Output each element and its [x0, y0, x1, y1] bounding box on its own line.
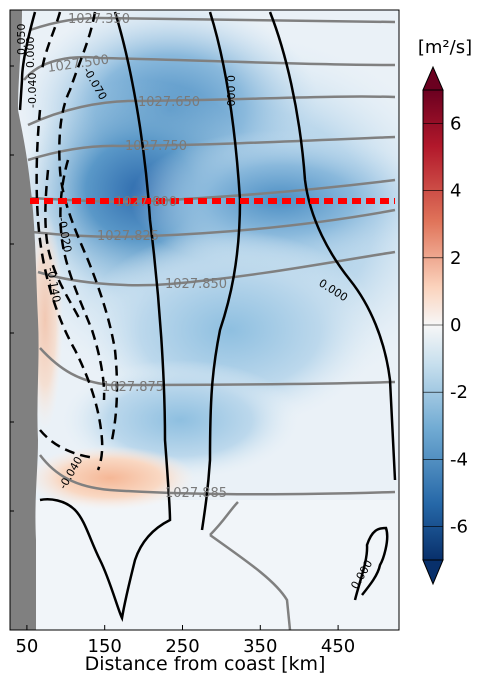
density-contour-labels: 1027.350 1027.500 1027.650 1027.750 1027…	[46, 12, 227, 501]
y-ticks	[10, 65, 14, 512]
field-blob-warm	[25, 446, 195, 510]
x-tick-label: 250	[165, 636, 199, 657]
contour-solid-bottom-right	[353, 526, 389, 601]
axes-frame	[9, 9, 400, 631]
density-contour-1027350	[29, 16, 396, 32]
contour-label: 0.000	[24, 37, 37, 69]
density-contour-1027875	[39, 347, 396, 387]
density-label: 1027.875	[102, 380, 164, 395]
density-contour-bottom	[209, 501, 292, 630]
contour-label: -0.040	[26, 73, 39, 108]
x-tick-label: 50	[15, 636, 38, 657]
colorbar-unit: [m²/s]	[418, 37, 472, 58]
colorbar-bottom-extend	[422, 559, 444, 586]
contour-solid-middle	[39, 11, 172, 623]
colorbar-tick-label: 6	[450, 114, 461, 135]
colorbar: [m²/s] 6 4 2 0 -2 -4 -6	[418, 37, 472, 586]
colorbar-tick-label: 2	[450, 248, 461, 269]
density-label: 1027.800	[115, 195, 177, 210]
contour-label: 0.000	[224, 75, 237, 107]
colorbar-tick-label: 4	[450, 181, 461, 202]
contour-dashed-3	[35, 109, 104, 471]
diffusivity-contours	[18, 11, 397, 623]
x-axis-label: Distance from coast [km]	[85, 653, 326, 675]
contour-solid-left	[18, 11, 37, 111]
colorbar-tick-label: -2	[450, 382, 468, 403]
density-label: 1027.825	[97, 229, 159, 244]
density-contour-1027885	[39, 454, 396, 496]
density-contour-1027850	[37, 250, 396, 287]
contour-solid-right	[268, 11, 397, 481]
x-tick-label: 450	[321, 636, 355, 657]
density-label: 1027.885	[165, 486, 227, 501]
density-label: 1027.750	[125, 139, 187, 154]
contour-label: -0.140	[44, 266, 63, 303]
density-contour-1027650	[27, 95, 396, 127]
density-contours	[23, 16, 396, 630]
contour-dashed-6	[39, 429, 96, 460]
contour-dashed-5	[44, 169, 82, 321]
density-label: 1027.850	[165, 277, 227, 292]
plot-area	[10, 10, 399, 630]
colorbar-tick-label: 0	[450, 315, 461, 336]
contour-solid-upper-middle	[200, 11, 242, 531]
contour-dashed-2	[58, 11, 119, 441]
colorbar-tick-label: -6	[450, 516, 468, 537]
colorbar-top-extend	[422, 65, 444, 91]
field-bottom-light	[10, 500, 399, 630]
x-axis: 50 150 250 350 450	[15, 625, 355, 657]
contour-dashed-1	[40, 11, 62, 71]
x-tick-label: 350	[243, 636, 277, 657]
x-tick-label: 150	[88, 636, 122, 657]
land-mask	[10, 10, 39, 630]
colorbar-ticks: 6 4 2 0 -2 -4 -6	[423, 114, 468, 537]
density-contour-1027750	[27, 135, 396, 162]
contour-dashed-4	[59, 159, 106, 401]
contour-label: -0.020	[55, 216, 74, 253]
density-contour-1027825	[31, 208, 396, 239]
contour-label: 0.050	[15, 24, 28, 56]
density-label: 1027.350	[68, 12, 130, 27]
density-label: 1027.650	[138, 95, 200, 110]
colorbar-tick-label: -4	[450, 449, 468, 470]
density-contour-1027500	[23, 55, 396, 81]
